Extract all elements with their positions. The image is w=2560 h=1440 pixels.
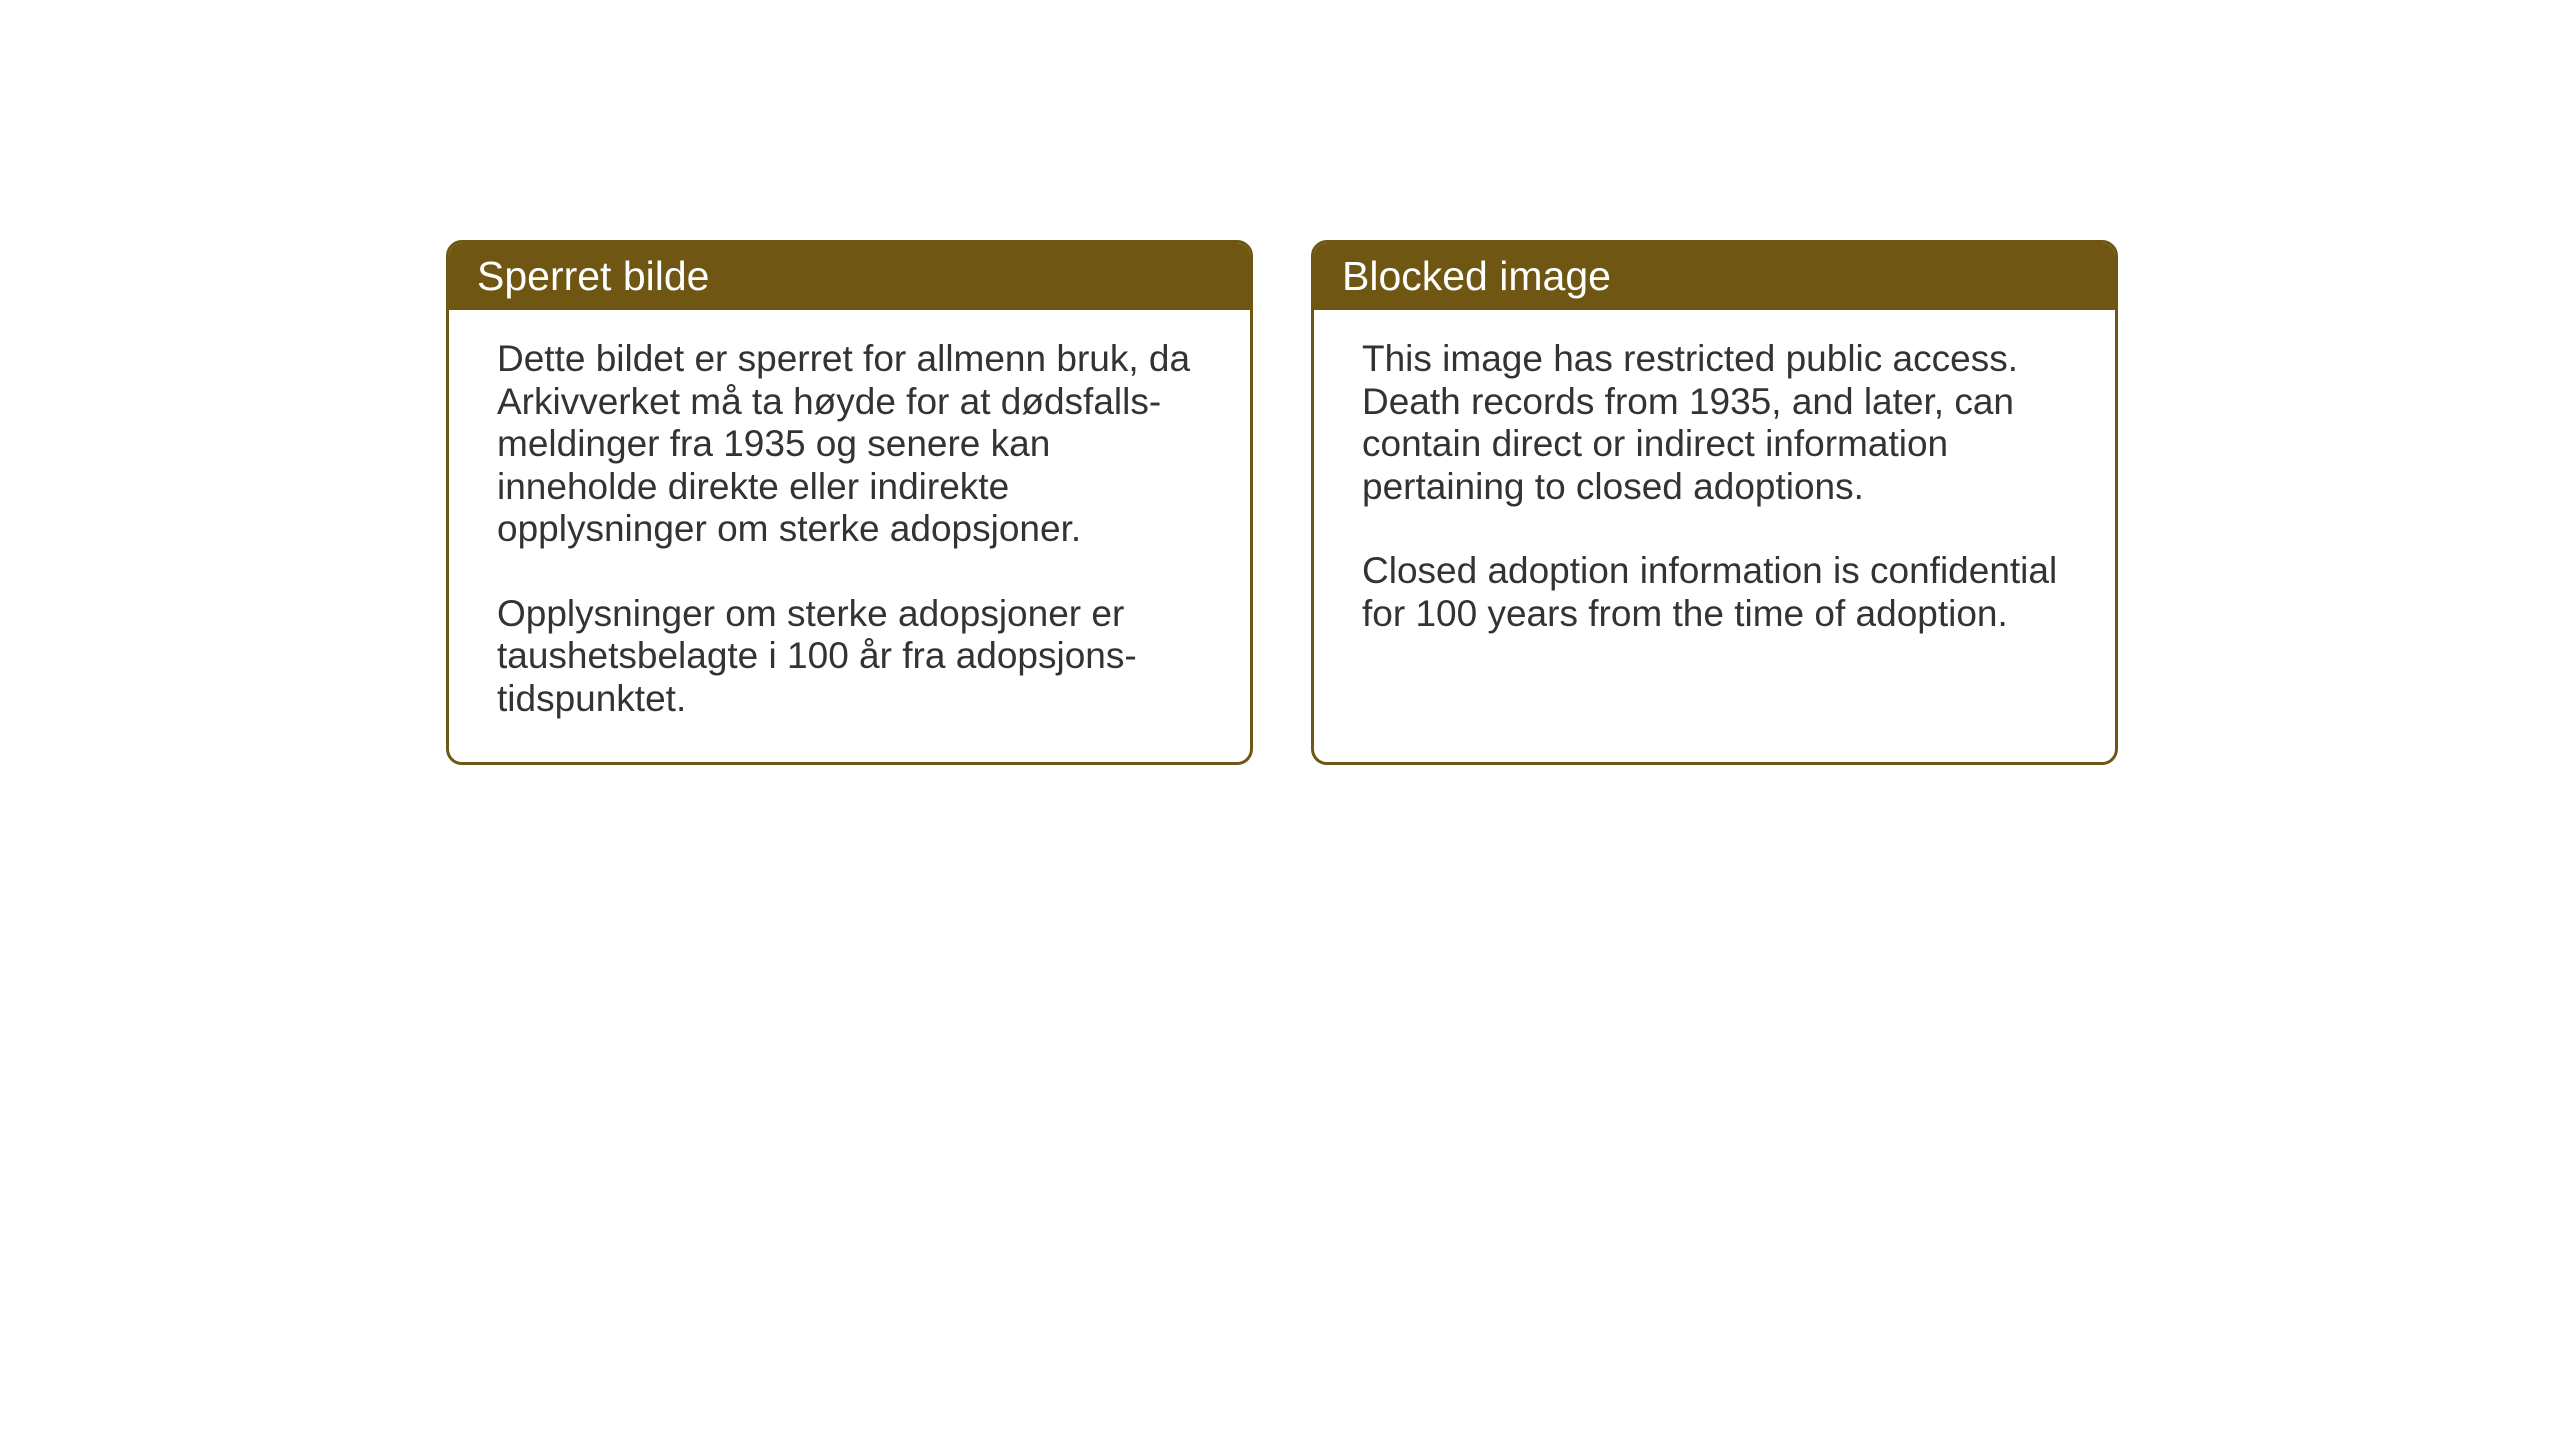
- notice-paragraph-1-norwegian: Dette bildet er sperret for allmenn bruk…: [497, 338, 1202, 551]
- notice-header-norwegian: Sperret bilde: [449, 243, 1250, 310]
- notice-paragraph-1-english: This image has restricted public access.…: [1362, 338, 2067, 508]
- notice-body-english: This image has restricted public access.…: [1314, 310, 2115, 677]
- notice-card-norwegian: Sperret bilde Dette bildet er sperret fo…: [446, 240, 1253, 765]
- notice-paragraph-2-norwegian: Opplysninger om sterke adopsjoner er tau…: [497, 593, 1202, 721]
- notice-title-norwegian: Sperret bilde: [477, 253, 709, 299]
- notice-header-english: Blocked image: [1314, 243, 2115, 310]
- notice-container: Sperret bilde Dette bildet er sperret fo…: [446, 240, 2118, 765]
- notice-title-english: Blocked image: [1342, 253, 1611, 299]
- notice-card-english: Blocked image This image has restricted …: [1311, 240, 2118, 765]
- notice-paragraph-2-english: Closed adoption information is confident…: [1362, 550, 2067, 635]
- notice-body-norwegian: Dette bildet er sperret for allmenn bruk…: [449, 310, 1250, 762]
